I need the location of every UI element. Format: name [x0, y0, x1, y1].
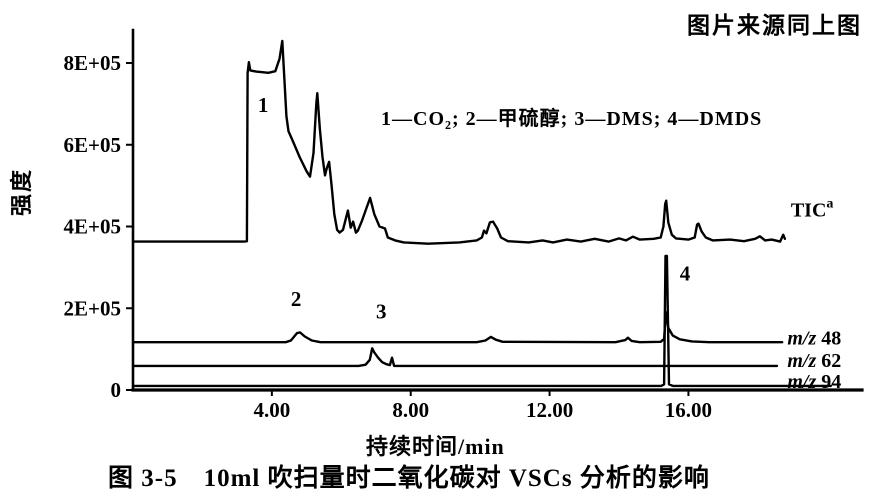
trace-label-m-z-94: m/z 94 — [787, 371, 841, 393]
x-tick-label: 8.00 — [392, 398, 429, 422]
trace-label-tic: TICa — [791, 196, 834, 221]
y-tick-label: 0 — [111, 378, 122, 402]
x-tick-label: 12.00 — [526, 398, 573, 422]
trace-tic — [131, 39, 787, 245]
figure-caption: 图 3-5 10ml 吹扫量时二氧化碳对 VSCs 分析的影响 — [108, 465, 710, 492]
trace-m-z-48 — [131, 311, 784, 344]
trace-m-z-94 — [131, 254, 832, 388]
x-axis-title: 持续时间/min — [366, 434, 505, 459]
y-tick-label: 6E+05 — [64, 133, 121, 157]
x-tick-label: 16.00 — [665, 398, 712, 422]
y-tick-label: 4E+05 — [64, 215, 121, 239]
peak-label-1: 1 — [258, 93, 269, 117]
x-tick-label: 4.00 — [253, 398, 290, 422]
source-note: 图片来源同上图 — [687, 12, 862, 38]
peak-label-4: 4 — [680, 261, 691, 285]
trace-m-z-62 — [131, 347, 779, 368]
peak-label-2: 2 — [291, 287, 302, 311]
y-axis-title: 强度 — [9, 167, 35, 217]
peak-label-3: 3 — [376, 299, 387, 323]
y-tick-label: 8E+05 — [64, 51, 121, 75]
trace-label-m-z-48: m/z 48 — [787, 328, 841, 350]
y-tick-label: 2E+05 — [64, 296, 121, 320]
trace-label-m-z-62: m/z 62 — [787, 350, 841, 372]
peak-legend: 1—CO₂; 2—甲硫醇; 3—DMS; 4—DMDS — [381, 108, 763, 130]
